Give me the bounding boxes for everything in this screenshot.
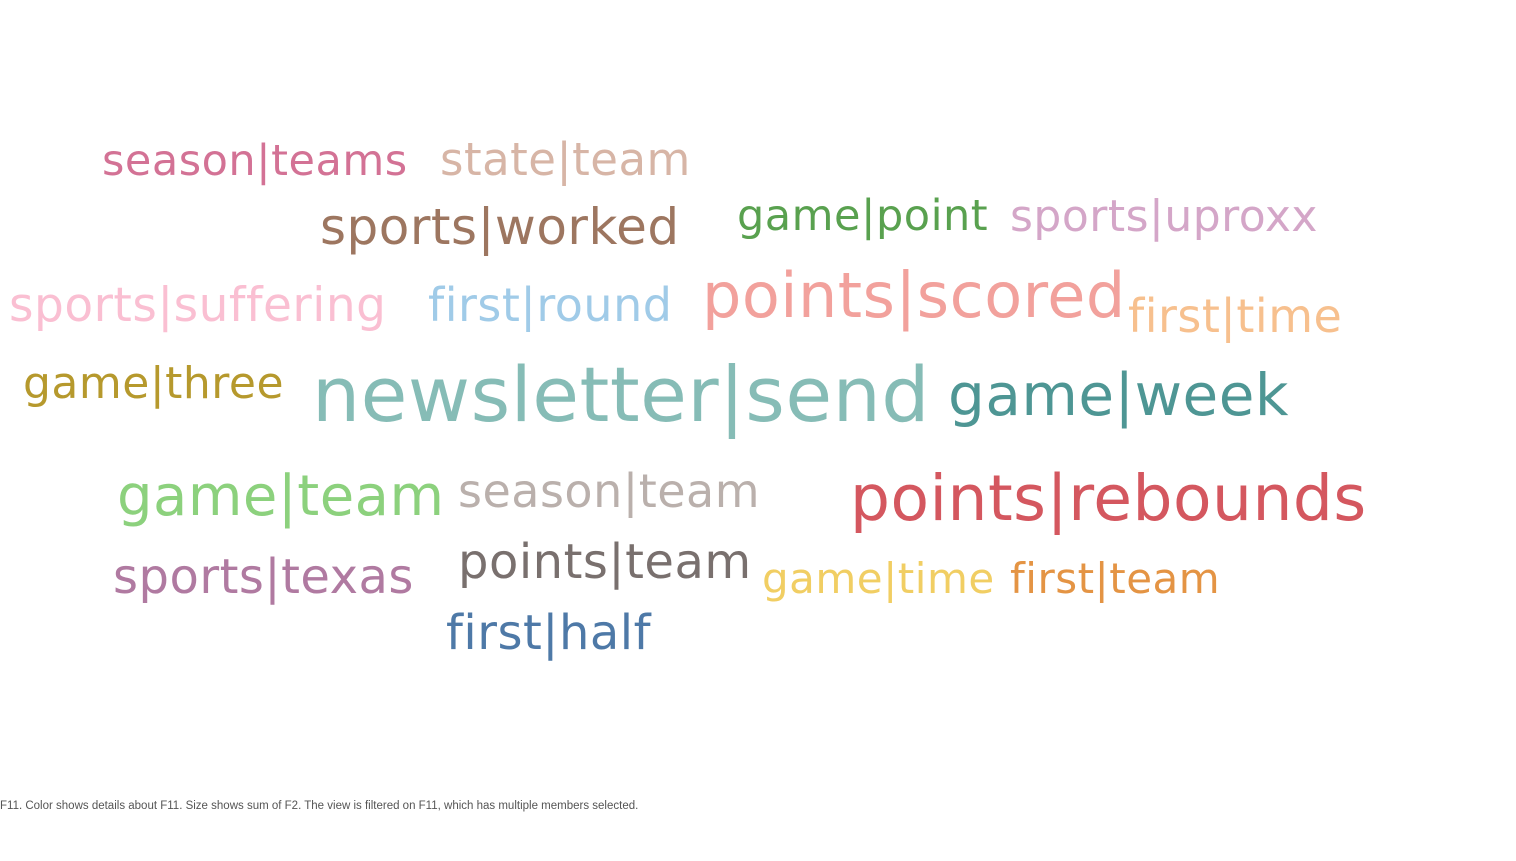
word-sports-texas[interactable]: sports|texas [113, 549, 414, 605]
word-newsletter-send[interactable]: newsletter|send [312, 350, 931, 439]
word-game-three[interactable]: game|three [23, 358, 285, 409]
word-game-point[interactable]: game|point [737, 191, 989, 241]
word-season-team[interactable]: season|team [458, 464, 761, 518]
word-game-time[interactable]: game|time [762, 554, 995, 603]
word-state-team[interactable]: state|team [440, 133, 691, 186]
word-sports-uproxx[interactable]: sports|uproxx [1010, 191, 1318, 242]
word-points-rebounds[interactable]: points|rebounds [850, 462, 1367, 535]
word-first-time[interactable]: first|time [1128, 289, 1343, 343]
word-game-team[interactable]: game|team [117, 464, 445, 529]
chart-caption: F11. Color shows details about F11. Size… [0, 800, 639, 812]
word-first-round[interactable]: first|round [428, 278, 673, 332]
word-cloud: newsletter|send points|rebounds points|sco… [9, 133, 1367, 661]
word-first-team[interactable]: first|team [1010, 554, 1221, 603]
word-sports-worked[interactable]: sports|worked [320, 198, 680, 256]
word-points-scored[interactable]: points|scored [702, 259, 1126, 332]
word-season-teams[interactable]: season|teams [102, 136, 408, 186]
word-points-team[interactable]: points|team [458, 534, 752, 590]
word-sports-suffering[interactable]: sports|suffering [9, 278, 387, 333]
word-game-week[interactable]: game|week [948, 361, 1289, 429]
word-first-half[interactable]: first|half [446, 605, 652, 661]
